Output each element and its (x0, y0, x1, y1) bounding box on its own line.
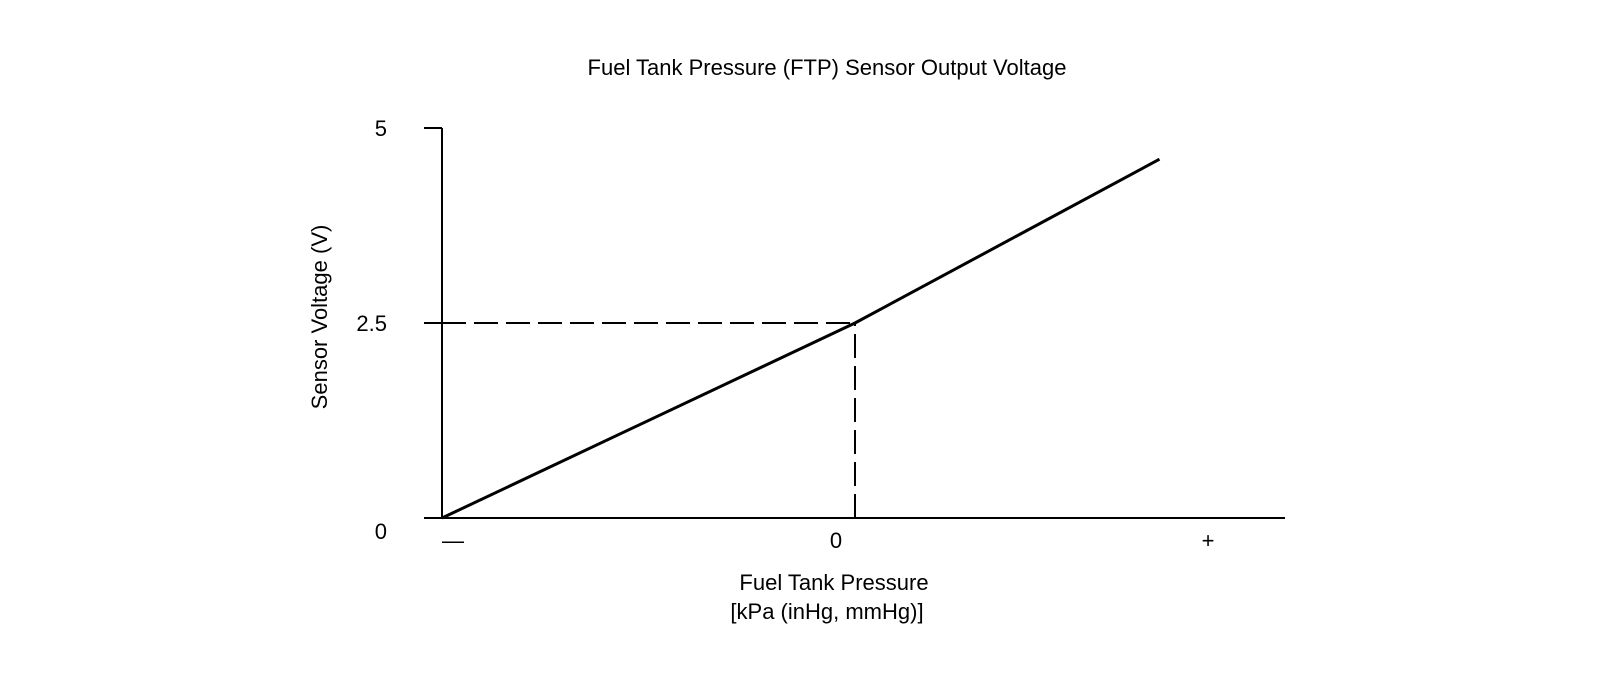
y-tick-label: 2.5 (356, 311, 387, 336)
x-axis-label: Fuel Tank Pressure (739, 570, 928, 595)
x-tick-label: 0 (830, 528, 842, 553)
x-tick-label: — (442, 528, 464, 553)
chart-title: Fuel Tank Pressure (FTP) Sensor Output V… (588, 55, 1067, 80)
chart-marks: 0 2.5 5 — 0 + (356, 116, 1214, 553)
y-tick-label: 5 (375, 116, 387, 141)
y-tick-label: 0 (375, 519, 387, 544)
series-line (441, 157, 1161, 520)
y-axis-label: Sensor Voltage (V) (307, 225, 332, 410)
x-tick-label: + (1202, 528, 1215, 553)
x-axis-units-label: [kPa (inHg, mmHg)] (730, 599, 923, 624)
